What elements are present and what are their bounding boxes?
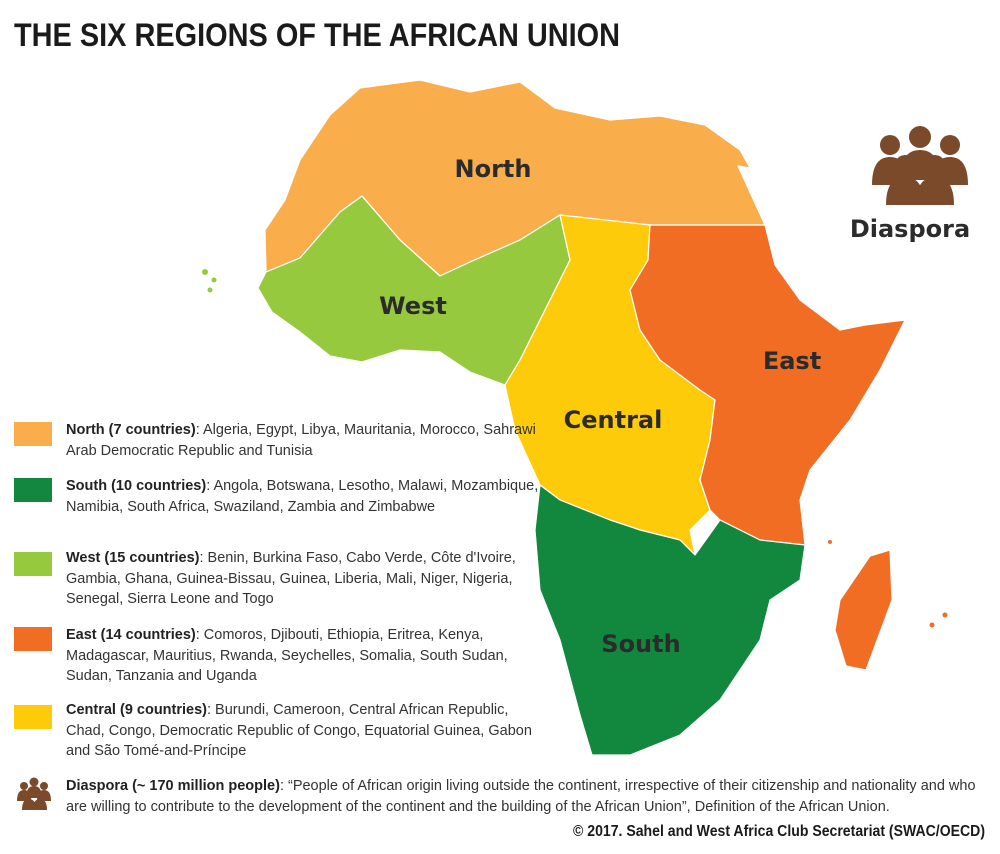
legend-swatch	[14, 552, 52, 576]
legend-swatch	[14, 422, 52, 446]
region-label: North	[455, 155, 532, 183]
legend-label: North (7 countries)	[66, 422, 196, 438]
legend-entry: North (7 countries): Algeria, Egypt, Lib…	[66, 420, 551, 461]
legend-text: : Benin, Burkina Faso, Cabo Verde, Côte …	[66, 550, 516, 607]
legend-entry: East (14 countries): Comoros, Djibouti, …	[66, 625, 551, 687]
region-label: South	[601, 630, 680, 658]
legend-label: Diaspora (~ 170 million people)	[66, 778, 280, 794]
region-label: West	[379, 292, 447, 320]
diaspora-legend-icon	[17, 777, 51, 810]
legend-entry: Central (9 countries): Burundi, Cameroon…	[66, 700, 551, 762]
legend-entry: Diaspora (~ 170 million people): “People…	[66, 776, 996, 817]
diaspora-icon	[872, 126, 968, 205]
legend-text: : Algeria, Egypt, Libya, Mauritania, Mor…	[66, 422, 536, 459]
legend-entry: West (15 countries): Benin, Burkina Faso…	[66, 548, 551, 610]
legend-text: : Angola, Botswana, Lesotho, Malawi, Moz…	[66, 478, 539, 515]
legend-swatch	[14, 478, 52, 502]
legend-label: Central (9 countries)	[66, 702, 207, 718]
legend-label: West (15 countries)	[66, 550, 200, 566]
legend-text: : Burundi, Cameroon, Central African Rep…	[66, 702, 532, 759]
legend-swatch	[14, 705, 52, 729]
legend-text: : Comoros, Djibouti, Ethiopia, Eritrea, …	[66, 627, 508, 684]
legend-label: East (14 countries)	[66, 627, 196, 643]
region-label: Central	[564, 406, 663, 434]
legend-entry: South (10 countries): Angola, Botswana, …	[66, 476, 551, 517]
legend-text: : “People of African origin living outsi…	[66, 778, 976, 815]
region-label: Diaspora	[850, 215, 970, 243]
title: THE SIX REGIONS OF THE AFRICAN UNION	[14, 17, 620, 53]
legend-swatch	[14, 627, 52, 651]
region-south	[534, 484, 806, 756]
credit: © 2017. Sahel and West Africa Club Secre…	[573, 823, 985, 840]
region-label: East	[763, 347, 821, 375]
legend-label: South (10 countries)	[66, 478, 207, 494]
